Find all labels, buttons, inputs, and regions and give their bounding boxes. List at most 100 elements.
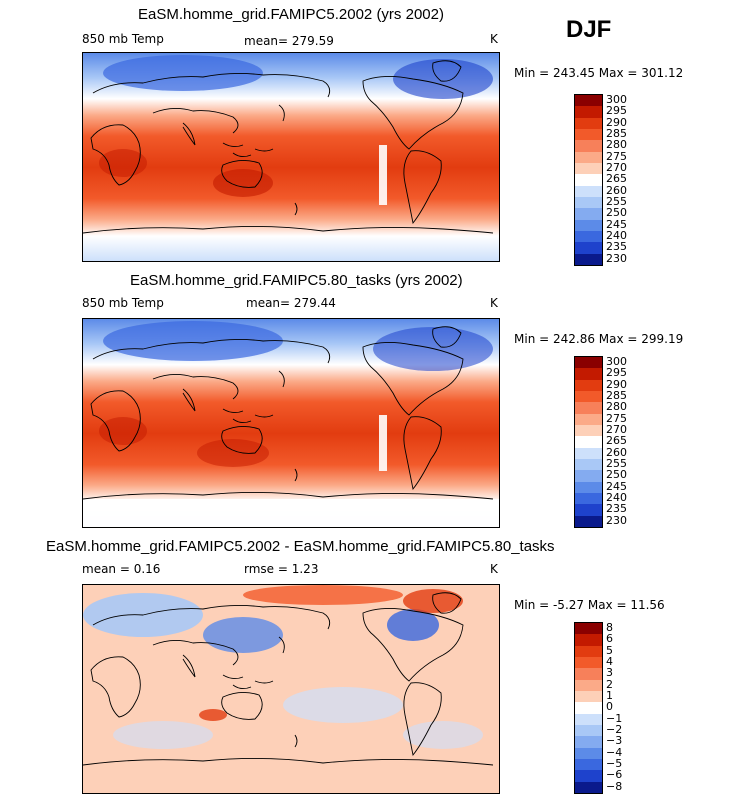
panel1-map-graphic bbox=[83, 53, 499, 261]
colorbar-tick-label: 6 bbox=[606, 632, 613, 646]
colorbar-tick-label: 260 bbox=[606, 445, 627, 459]
panel1-mean: mean= 279.59 bbox=[244, 34, 334, 48]
colorbar-tick-label: 5 bbox=[606, 643, 613, 657]
panel2-unit: K bbox=[490, 296, 498, 310]
colorbar-tick-label: −2 bbox=[606, 722, 623, 736]
panel2-map bbox=[82, 318, 500, 528]
colorbar-tick-label: 295 bbox=[606, 104, 627, 118]
colorbar-tick-label: 2 bbox=[606, 677, 613, 691]
colorbar-tick-label: 230 bbox=[606, 513, 627, 527]
colorbar-tick-label: −5 bbox=[606, 756, 623, 770]
colorbar-tick-label: 0 bbox=[606, 700, 613, 714]
colorbar-tick-label: 245 bbox=[606, 479, 627, 493]
colorbar-tick-label: 275 bbox=[606, 149, 627, 163]
panel3-rmse: rmse = 1.23 bbox=[244, 562, 319, 576]
colorbar-tick-label: 285 bbox=[606, 126, 627, 140]
colorbar-tick-label: −4 bbox=[606, 745, 623, 759]
panel2-colorbar-labels: 300 295 290 285 280 275 270 265 260 255 250 245 240 2… bbox=[606, 356, 627, 526]
panel2-minmax: Min = 242.86 Max = 299.19 bbox=[514, 332, 684, 346]
colorbar-tick-label: 265 bbox=[606, 172, 627, 186]
colorbar-swatch bbox=[575, 196, 602, 209]
colorbar-swatch bbox=[575, 690, 602, 703]
panel3-map-graphic bbox=[83, 585, 499, 793]
colorbar-tick-label: 285 bbox=[606, 388, 627, 402]
colorbar-tick-label: 235 bbox=[606, 240, 627, 254]
colorbar-tick-label: 4 bbox=[606, 654, 613, 668]
colorbar-swatch bbox=[575, 128, 602, 141]
colorbar-swatch bbox=[575, 515, 602, 527]
colorbar-swatch bbox=[575, 504, 602, 516]
colorbar-tick-label: 265 bbox=[606, 434, 627, 448]
colorbar-swatch bbox=[575, 219, 602, 231]
colorbar-swatch bbox=[575, 668, 602, 680]
colorbar-swatch bbox=[575, 151, 602, 163]
colorbar-tick-label: 290 bbox=[606, 377, 627, 391]
colorbar-swatch bbox=[575, 747, 602, 759]
colorbar-swatch bbox=[575, 679, 602, 691]
colorbar-tick-label: 270 bbox=[606, 422, 627, 436]
colorbar-swatch bbox=[575, 174, 602, 186]
colorbar-swatch bbox=[575, 402, 602, 414]
panel1-colorbar-labels: 300 295 290 285 280 275 270 265 260 255 250 245 240 2… bbox=[606, 94, 627, 264]
colorbar-swatch bbox=[575, 95, 602, 107]
panel3-colorbar-labels: 8 6 5 4 3 2 1 0 −1 −2 −3 −4 −5 −6 −8 bbox=[606, 622, 622, 792]
colorbar-swatch bbox=[575, 724, 602, 737]
panel3-mean: mean = 0.16 bbox=[82, 562, 161, 576]
colorbar-swatch bbox=[575, 758, 602, 771]
panel2-colorbar bbox=[574, 356, 603, 528]
colorbar-swatch bbox=[575, 781, 602, 793]
colorbar-swatch bbox=[575, 368, 602, 380]
colorbar-swatch bbox=[575, 634, 602, 646]
colorbar-tick-label: 240 bbox=[606, 490, 627, 504]
panel1-variable: 850 mb Temp bbox=[82, 32, 164, 46]
colorbar-swatch bbox=[575, 230, 602, 243]
colorbar-tick-label: 260 bbox=[606, 183, 627, 197]
panel3-unit: K bbox=[490, 562, 498, 576]
colorbar-swatch bbox=[575, 253, 602, 265]
colorbar-tick-label: 3 bbox=[606, 666, 613, 680]
colorbar-tick-label: 1 bbox=[606, 688, 613, 702]
colorbar-swatch bbox=[575, 623, 602, 635]
panel1-colorbar bbox=[574, 94, 603, 266]
colorbar-swatch bbox=[575, 736, 602, 748]
colorbar-tick-label: 295 bbox=[606, 366, 627, 380]
panel1-unit: K bbox=[490, 32, 498, 46]
colorbar-swatch bbox=[575, 185, 602, 197]
colorbar-swatch bbox=[575, 492, 602, 505]
colorbar-swatch bbox=[575, 117, 602, 129]
colorbar-swatch bbox=[575, 140, 602, 152]
colorbar-tick-label: 300 bbox=[606, 355, 627, 368]
colorbar-swatch bbox=[575, 458, 602, 471]
colorbar-swatch bbox=[575, 470, 602, 482]
colorbar-swatch bbox=[575, 390, 602, 403]
colorbar-swatch bbox=[575, 702, 602, 714]
colorbar-swatch bbox=[575, 379, 602, 391]
colorbar-tick-label: 235 bbox=[606, 502, 627, 516]
colorbar-swatch bbox=[575, 106, 602, 118]
colorbar-tick-label: 250 bbox=[606, 468, 627, 482]
colorbar-swatch bbox=[575, 413, 602, 425]
colorbar-swatch bbox=[575, 481, 602, 493]
panel2-title: EaSM.homme_grid.FAMIPC5.80_tasks (yrs 20… bbox=[130, 272, 463, 289]
colorbar-swatch bbox=[575, 357, 602, 369]
panel2-variable: 850 mb Temp bbox=[82, 296, 164, 310]
colorbar-tick-label: −1 bbox=[606, 711, 623, 725]
colorbar-swatch bbox=[575, 436, 602, 448]
colorbar-swatch bbox=[575, 447, 602, 459]
colorbar-tick-label: 300 bbox=[606, 93, 627, 106]
colorbar-tick-label: 240 bbox=[606, 228, 627, 242]
colorbar-tick-label: 255 bbox=[606, 456, 627, 470]
panel1-title: EaSM.homme_grid.FAMIPC5.2002 (yrs 2002) bbox=[138, 6, 444, 23]
colorbar-tick-label: 250 bbox=[606, 206, 627, 220]
colorbar-tick-label: 230 bbox=[606, 251, 627, 265]
colorbar-swatch bbox=[575, 645, 602, 657]
colorbar-tick-label: 275 bbox=[606, 411, 627, 425]
colorbar-swatch bbox=[575, 162, 602, 175]
panel3-map bbox=[82, 584, 500, 794]
colorbar-tick-label: −3 bbox=[606, 734, 623, 748]
colorbar-tick-label: 280 bbox=[606, 400, 627, 414]
colorbar-swatch bbox=[575, 424, 602, 437]
panel2-mean: mean= 279.44 bbox=[246, 296, 336, 310]
panel1-map bbox=[82, 52, 500, 262]
panel3-minmax: Min = -5.27 Max = 11.56 bbox=[514, 598, 665, 612]
